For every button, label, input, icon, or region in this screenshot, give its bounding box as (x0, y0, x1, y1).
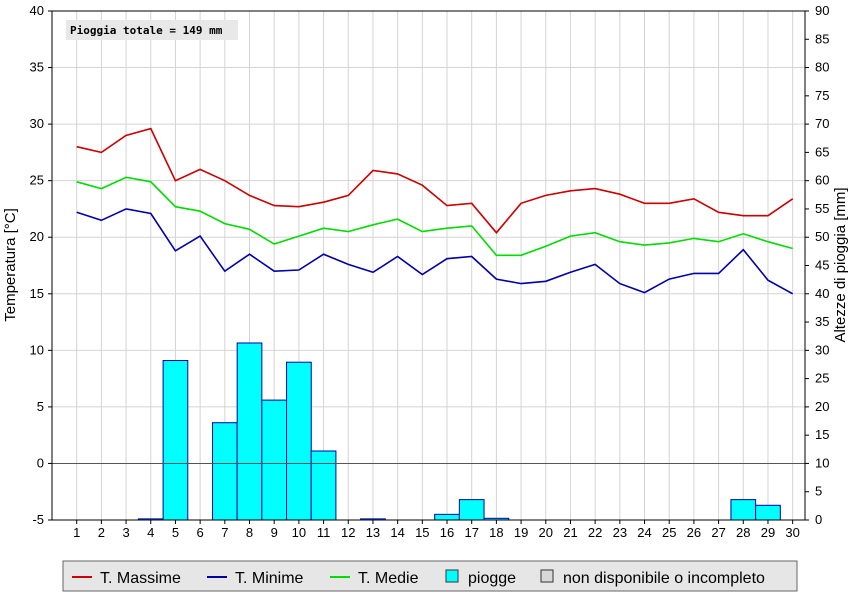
x-tick-label: 30 (785, 525, 799, 540)
rain-bar (730, 499, 757, 521)
y-tick-label-right: 70 (815, 116, 829, 131)
x-tick-label: 18 (489, 525, 503, 540)
series-line (76, 127, 794, 234)
x-tick-label: 1 (73, 525, 80, 540)
x-tick-label: 17 (464, 525, 478, 540)
y-tick-label-left: -5 (32, 512, 44, 527)
x-tick-label: 16 (440, 525, 454, 540)
y-tick-label-right: 40 (815, 286, 829, 301)
y-tick-label-left: 40 (30, 3, 44, 18)
y-tick-label-left: 10 (30, 342, 44, 357)
x-tick-label: 5 (172, 525, 179, 540)
x-tick-label: 23 (613, 525, 627, 540)
x-tick-label: 13 (366, 525, 380, 540)
rain-bar (261, 399, 288, 521)
y-tick-label-right: 65 (815, 144, 829, 159)
rain-bar (755, 504, 781, 521)
plot-frame (51, 10, 806, 521)
rain-bar (211, 422, 238, 521)
y-tick-label-left: 5 (37, 399, 44, 414)
x-tick-label: 2 (98, 525, 105, 540)
y-tick-label-right: 60 (815, 173, 829, 188)
rain-bar (458, 499, 485, 521)
legend-label: piogge (468, 570, 516, 587)
y-tick-label-right: 85 (815, 31, 829, 46)
x-tick-label: 12 (341, 525, 355, 540)
y-tick-label-right: 80 (815, 60, 829, 75)
y-tick-label-right: 20 (815, 399, 829, 414)
x-tick-label: 27 (711, 525, 725, 540)
x-tick-label: 6 (197, 525, 204, 540)
x-tick-label: 21 (563, 525, 577, 540)
series-line (76, 176, 793, 257)
rain-bars (137, 342, 781, 521)
x-tick-label: 7 (221, 525, 228, 540)
y-tick-label-left: 30 (30, 116, 44, 131)
y-tick-label-left: 35 (30, 60, 44, 75)
y-tick-label-right: 0 (815, 512, 822, 527)
y-tick-label-right: 75 (815, 88, 829, 103)
y-tick-label-right: 25 (815, 371, 829, 386)
legend-label: non disponibile o incompleto (563, 570, 765, 587)
x-tick-label: 29 (761, 525, 775, 540)
x-tick-label: 28 (736, 525, 750, 540)
y-tick-label-right: 10 (815, 455, 829, 470)
x-tick-label: 8 (246, 525, 253, 540)
y-tick-label-left: 0 (37, 455, 44, 470)
y-tick-label-right: 50 (815, 229, 829, 244)
axes (48, 10, 809, 524)
x-tick-label: 24 (637, 525, 651, 540)
rain-bar (236, 342, 263, 521)
tick-labels: -505101520253035400510152025303540455055… (30, 3, 830, 540)
x-tick-label: 3 (122, 525, 129, 540)
x-tick-label: 22 (588, 525, 602, 540)
y-axis-label-left: Temperatura [°C] (2, 208, 19, 322)
legend-swatch-box (445, 569, 459, 583)
y-tick-label-right: 45 (815, 258, 829, 273)
x-tick-label: 25 (662, 525, 676, 540)
y-tick-label-right: 15 (815, 427, 829, 442)
rain-bar (286, 361, 312, 521)
y-tick-label-right: 90 (815, 3, 829, 18)
annotation-text: Pioggia totale = 149 mm (70, 24, 223, 37)
legend-box (62, 560, 798, 592)
legend-label: T. Minime (235, 570, 304, 587)
x-tick-label: 26 (687, 525, 701, 540)
x-tick-label: 20 (539, 525, 553, 540)
x-tick-label: 9 (271, 525, 278, 540)
x-tick-label: 4 (147, 525, 154, 540)
rain-bar (434, 513, 460, 521)
y-tick-label-left: 25 (30, 173, 44, 188)
y-tick-label-right: 5 (815, 484, 822, 499)
rain-bar (162, 360, 189, 521)
legend-swatch-box (540, 569, 554, 583)
x-tick-label: 19 (514, 525, 528, 540)
legend-label: T. Medie (358, 570, 419, 587)
x-tick-label: 10 (292, 525, 306, 540)
series-line (76, 208, 794, 295)
temperature-lines (76, 127, 794, 295)
y-tick-label-left: 15 (30, 286, 44, 301)
x-tick-label: 11 (317, 525, 331, 540)
legend: T. Massime T. Minime T. Medie piogge non dis… (62, 560, 798, 592)
y-tick-label-left: 20 (30, 229, 44, 244)
legend-label: T. Massime (100, 570, 181, 587)
rain-bar (310, 450, 337, 521)
x-tick-label: 15 (415, 525, 429, 540)
y-axis-label-right: Altezze di pioggia [mm] (832, 187, 849, 342)
y-tick-label-right: 30 (815, 342, 829, 357)
x-tick-label: 14 (390, 525, 404, 540)
y-tick-label-right: 35 (815, 314, 829, 329)
annotation-box: Pioggia totale = 149 mm (66, 20, 238, 40)
y-tick-label-right: 55 (815, 201, 829, 216)
